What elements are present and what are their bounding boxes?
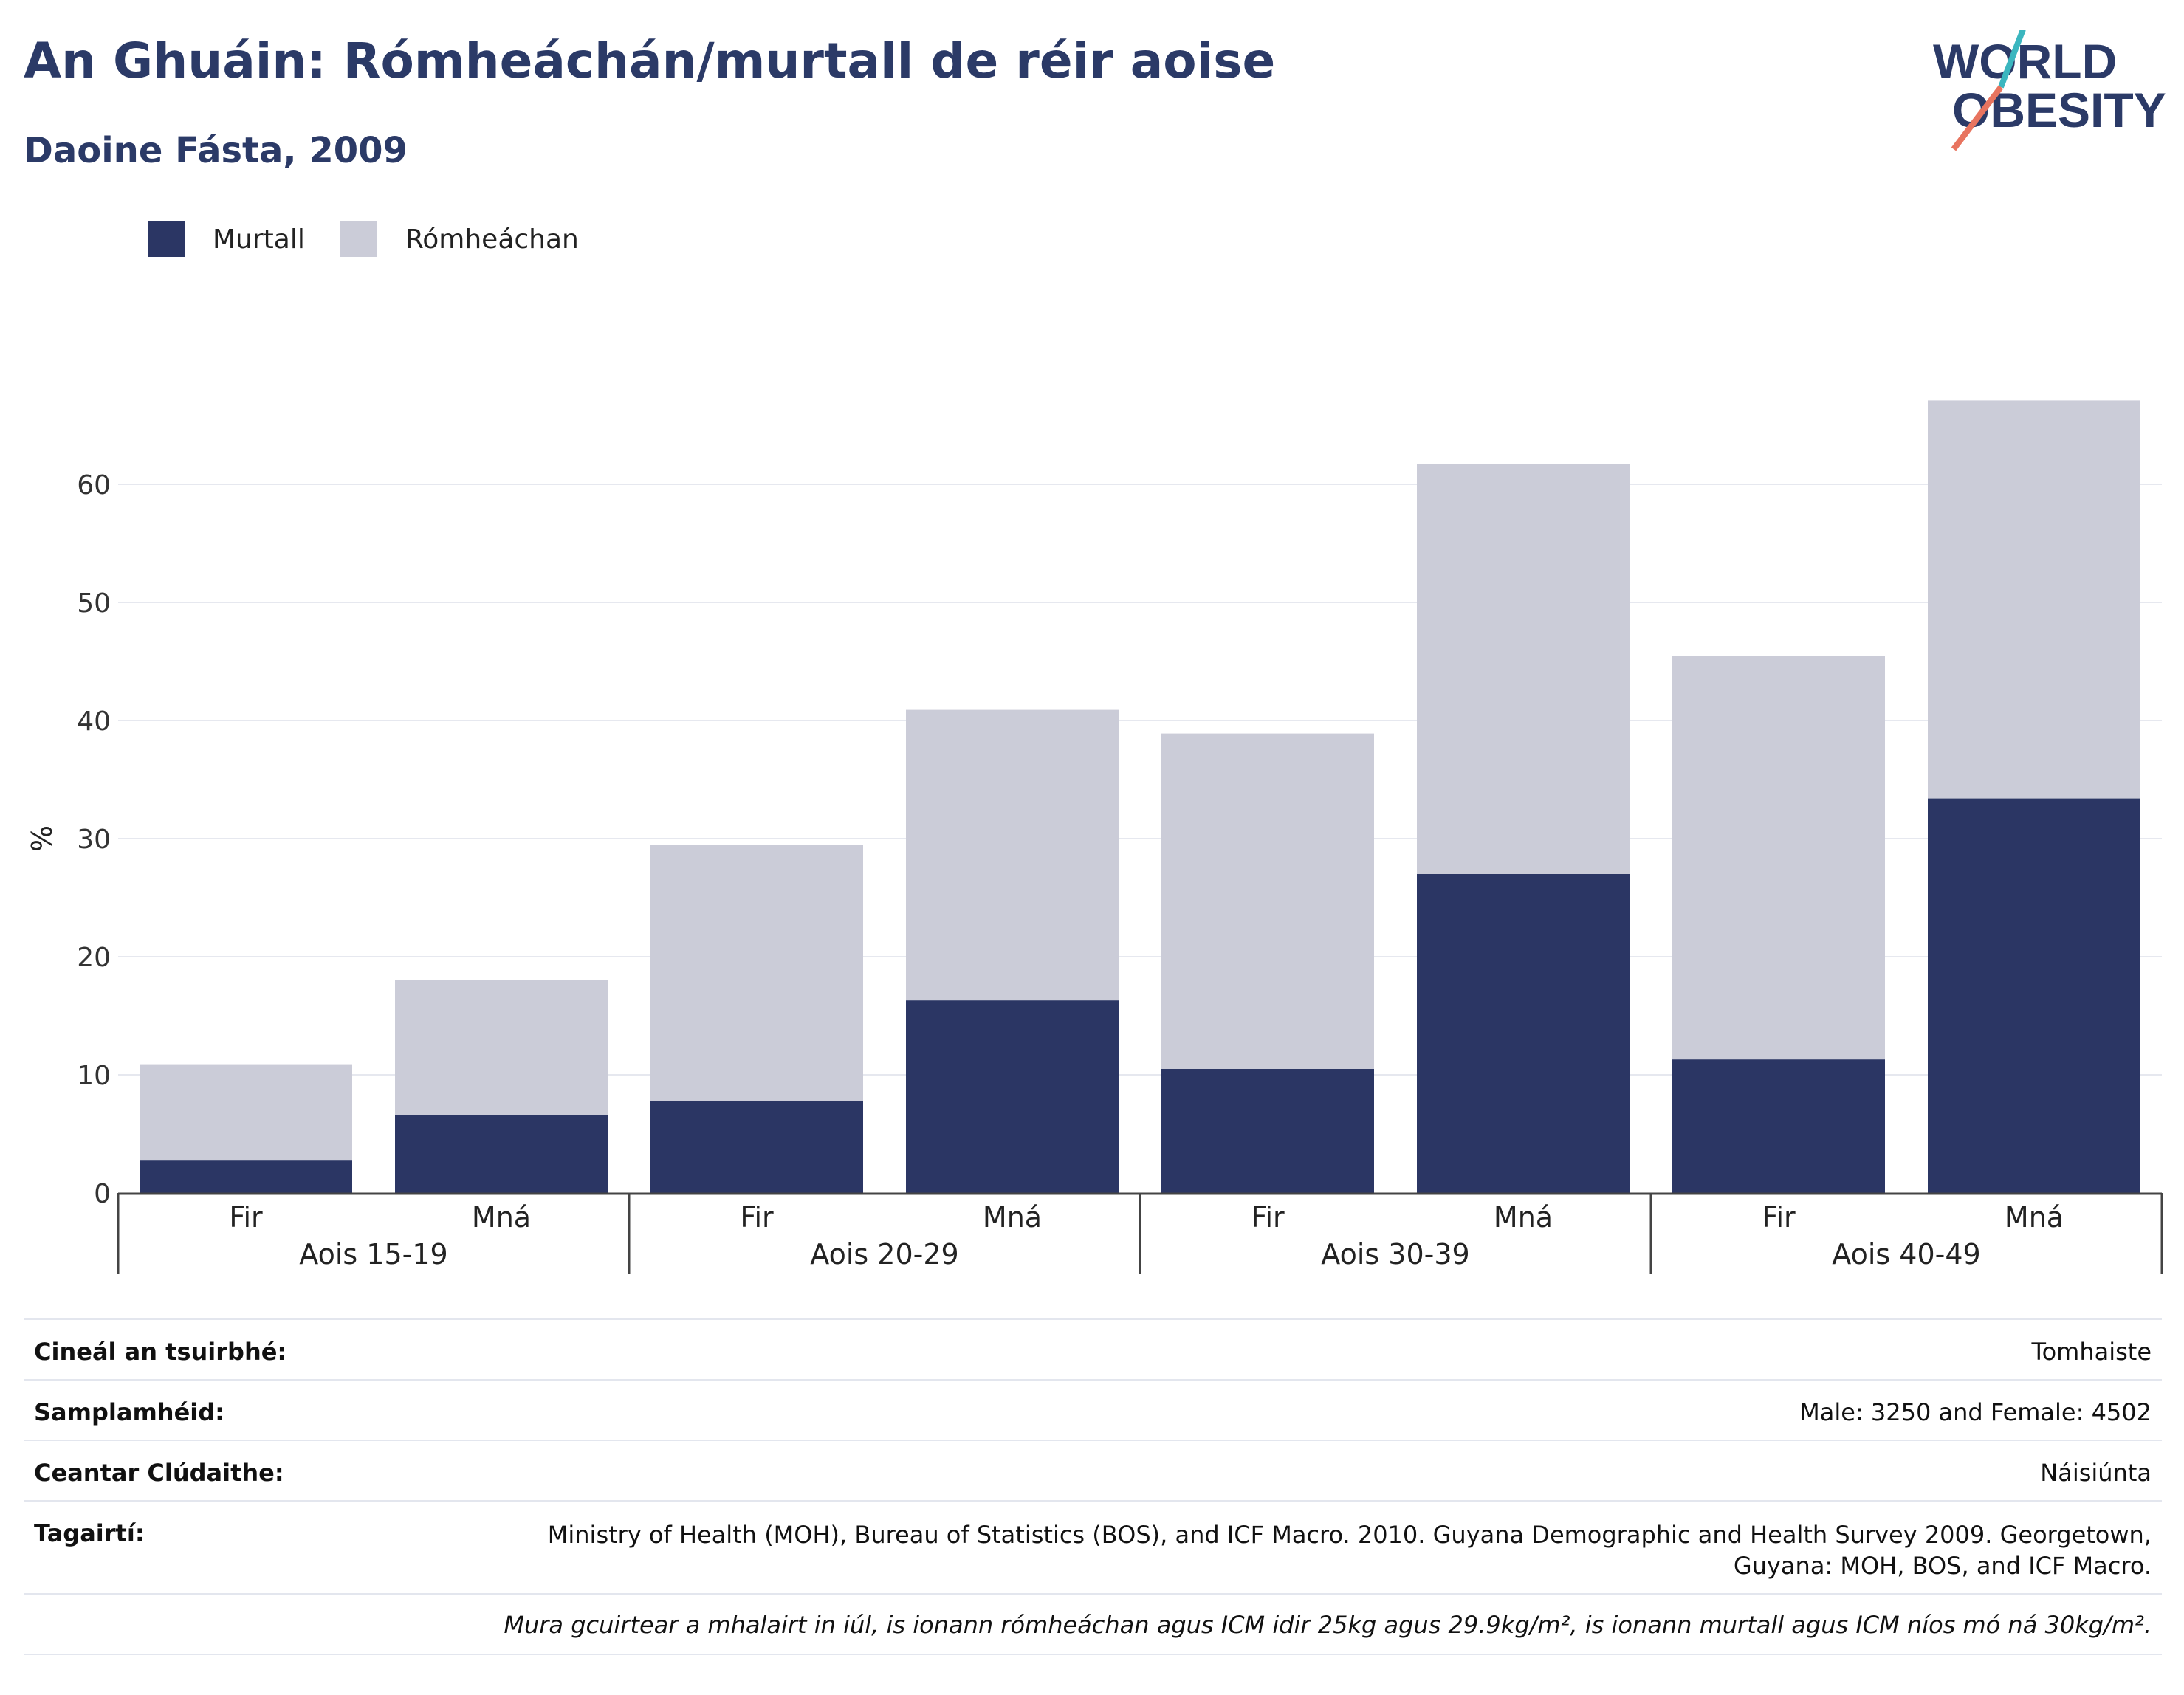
survey-type-label: Cineál an tsuirbhé: bbox=[34, 1338, 287, 1366]
definition-note: Mura gcuirtear a mhalairt in iúl, is ion… bbox=[504, 1611, 2152, 1639]
bar-obesity bbox=[1161, 1069, 1374, 1193]
logo-slash-teal bbox=[1998, 30, 2026, 89]
legend-item-overweight[interactable]: Rómheáchan bbox=[340, 221, 579, 257]
x-tick-label: Fir bbox=[740, 1201, 774, 1234]
x-tick-label: Mná bbox=[472, 1201, 531, 1234]
chart-subtitle: Daoine Fásta, 2009 bbox=[24, 130, 408, 171]
logo-line2: OBESITY bbox=[1952, 83, 2166, 137]
bar-obesity bbox=[395, 1115, 608, 1193]
x-tick-label: Fir bbox=[229, 1201, 263, 1234]
x-tick-label: Mná bbox=[983, 1201, 1042, 1234]
stacked-bar-chart: 0 10 20 30 40 50 60% Fir Mná Fir Mná Fir Mná Fir Mná Ao… bbox=[26, 400, 2163, 1274]
legend-item-obesity[interactable]: Murtall bbox=[148, 221, 305, 257]
y-tick-label: 20 bbox=[77, 943, 111, 973]
x-tick-label: Fir bbox=[1762, 1201, 1796, 1234]
chart-title: An Ghuáin: Rómheáchán/murtall de réir ao… bbox=[24, 32, 1276, 89]
survey-info-table: Cineál an tsuirbhé: Tomhaiste Samplamhéi… bbox=[24, 1318, 2162, 1655]
bar-obesity bbox=[140, 1160, 352, 1193]
definition-note-row: Mura gcuirtear a mhalairt in iúl, is ion… bbox=[24, 1593, 2162, 1655]
sample-size-label: Samplamhéid: bbox=[34, 1398, 224, 1426]
sample-size-row: Samplamhéid: Male: 3250 and Female: 4502 bbox=[24, 1379, 2162, 1440]
group-label: Aois 15-19 bbox=[299, 1238, 447, 1271]
bar-overweight bbox=[1672, 656, 1885, 1060]
y-axis-label: % bbox=[26, 825, 58, 852]
bar-obesity bbox=[1672, 1059, 1885, 1193]
bar-overweight bbox=[140, 1064, 352, 1161]
y-tick-label: 40 bbox=[77, 706, 111, 737]
survey-type-row: Cineál an tsuirbhé: Tomhaiste bbox=[24, 1318, 2162, 1379]
references-row: Tagairtí: Ministry of Health (MOH), Bure… bbox=[24, 1500, 2162, 1593]
survey-type-value: Tomhaiste bbox=[2031, 1338, 2152, 1366]
y-tick-label: 60 bbox=[77, 470, 111, 501]
group-label: Aois 30-39 bbox=[1321, 1238, 1469, 1271]
x-tick-label: Mná bbox=[1494, 1201, 1553, 1234]
coverage-label: Ceantar Clúdaithe: bbox=[34, 1459, 284, 1487]
group-label: Aois 40-49 bbox=[1832, 1238, 1980, 1271]
logo-line1: WORLD bbox=[1933, 34, 2117, 89]
world-obesity-logo: WORLD OBESITY bbox=[1933, 30, 2166, 151]
legend-swatch-obesity bbox=[148, 221, 185, 257]
bar-obesity bbox=[906, 1000, 1119, 1193]
logo-slash-coral bbox=[1951, 85, 2004, 151]
references-value: Ministry of Health (MOH), Bureau of Stat… bbox=[547, 1521, 2152, 1580]
bar-obesity bbox=[1928, 798, 2140, 1193]
bar-overweight bbox=[1928, 400, 2140, 799]
bar-overweight bbox=[1417, 464, 1630, 874]
bar-obesity bbox=[650, 1101, 863, 1193]
x-tick-label: Mná bbox=[2005, 1201, 2064, 1234]
legend-label-overweight: Rómheáchan bbox=[405, 224, 579, 255]
y-tick-label: 30 bbox=[77, 825, 111, 855]
references-label: Tagairtí: bbox=[34, 1519, 145, 1547]
legend-label-obesity: Murtall bbox=[213, 224, 305, 255]
coverage-row: Ceantar Clúdaithe: Náisiúnta bbox=[24, 1440, 2162, 1500]
bar-overweight bbox=[1161, 733, 1374, 1069]
bar-overweight bbox=[906, 709, 1119, 1001]
legend: Murtall Rómheáchan bbox=[148, 220, 614, 258]
y-tick-label: 10 bbox=[77, 1061, 111, 1091]
bar-obesity bbox=[1417, 874, 1630, 1193]
legend-swatch-overweight bbox=[340, 221, 377, 257]
group-label: Aois 20-29 bbox=[810, 1238, 958, 1271]
sample-size-value: Male: 3250 and Female: 4502 bbox=[1799, 1398, 2152, 1426]
bar-overweight bbox=[395, 980, 608, 1115]
x-tick-label: Fir bbox=[1251, 1201, 1285, 1234]
bar-overweight bbox=[650, 845, 863, 1101]
coverage-value: Náisiúnta bbox=[2040, 1459, 2152, 1487]
y-tick-label: 0 bbox=[94, 1179, 111, 1209]
y-tick-label: 50 bbox=[77, 588, 111, 619]
